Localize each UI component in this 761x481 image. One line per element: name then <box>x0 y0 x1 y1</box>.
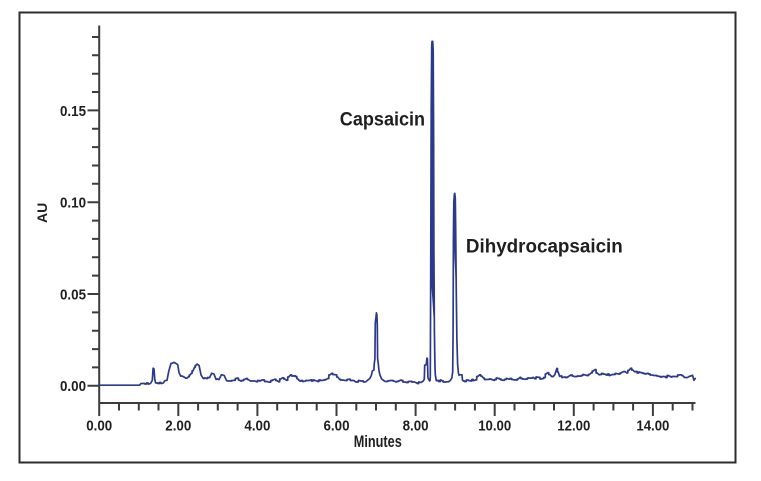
svg-text:0.15: 0.15 <box>60 103 86 120</box>
svg-text:8.00: 8.00 <box>403 418 429 435</box>
svg-text:0.00: 0.00 <box>86 418 112 435</box>
svg-text:12.00: 12.00 <box>557 418 590 435</box>
svg-text:0.05: 0.05 <box>60 286 86 303</box>
svg-text:14.00: 14.00 <box>636 418 669 435</box>
svg-text:Capsaicin: Capsaicin <box>340 109 425 130</box>
svg-text:Dihydrocapsaicin: Dihydrocapsaicin <box>466 236 623 257</box>
svg-text:Minutes: Minutes <box>354 433 402 451</box>
svg-text:4.00: 4.00 <box>244 418 270 435</box>
svg-text:0.00: 0.00 <box>60 378 86 395</box>
svg-text:6.00: 6.00 <box>324 418 350 435</box>
svg-text:2.00: 2.00 <box>165 418 191 435</box>
svg-text:AU: AU <box>34 203 50 223</box>
svg-text:10.00: 10.00 <box>478 418 511 435</box>
svg-text:0.10: 0.10 <box>60 195 86 212</box>
